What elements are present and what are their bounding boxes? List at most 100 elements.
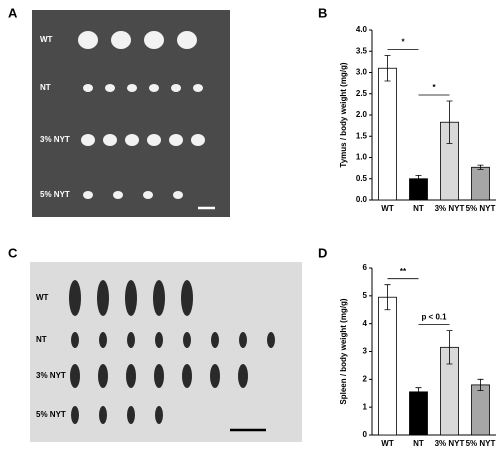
spleen-sample <box>127 332 135 348</box>
thymus-sample <box>78 31 98 49</box>
spleen-sample <box>155 406 163 424</box>
panel-label: C <box>8 245 18 260</box>
spleen-sample <box>153 280 165 316</box>
spleen-sample <box>71 406 79 424</box>
spleen-sample <box>70 364 80 388</box>
spleen-sample <box>97 280 109 316</box>
thymus-sample <box>147 134 161 146</box>
x-tick-label: 3% NYT <box>435 439 465 448</box>
thymus-sample <box>105 84 115 92</box>
bar <box>378 296 397 436</box>
spleen-sample <box>127 406 135 424</box>
error-bar <box>446 330 453 365</box>
y-tick-label: 2 <box>363 374 368 383</box>
spleen-sample <box>181 280 193 316</box>
panel-label: A <box>8 5 18 20</box>
significance-label: p < 0.1 <box>421 313 447 322</box>
row-label: 5% NYT <box>36 410 66 419</box>
spleen-sample <box>267 332 275 348</box>
spleen-sample <box>99 406 107 424</box>
spleen-sample <box>155 332 163 348</box>
error-bar <box>384 284 391 311</box>
x-tick-label: WT <box>381 439 394 448</box>
spleen-sample <box>98 364 108 388</box>
thymus-sample <box>83 191 93 199</box>
thymus-sample <box>144 31 164 49</box>
thymus-sample <box>81 134 95 146</box>
y-tick-label: 1.0 <box>356 153 368 162</box>
spleen-sample <box>239 332 247 348</box>
y-tick-label: 2.5 <box>356 89 368 98</box>
significance-label: ** <box>400 267 407 276</box>
y-tick-label: 0.5 <box>356 174 368 183</box>
x-tick-label: WT <box>381 204 394 213</box>
error-bar <box>477 164 484 170</box>
y-tick-label: 0 <box>363 430 368 439</box>
spleen-sample <box>183 332 191 348</box>
thymus-sample <box>191 134 205 146</box>
y-tick-label: 3 <box>363 347 368 356</box>
spleen-sample <box>238 364 248 388</box>
error-bar <box>384 55 391 82</box>
spleen-sample <box>154 364 164 388</box>
thymus-sample <box>177 31 197 49</box>
bar <box>409 391 428 436</box>
y-tick-label: 1.5 <box>356 131 368 140</box>
spleen-sample <box>210 364 220 388</box>
spleen-sample <box>125 280 137 316</box>
bar <box>378 67 397 201</box>
row-label: 3% NYT <box>40 135 70 144</box>
x-tick-label: NT <box>413 204 424 213</box>
panel-label: B <box>318 5 327 20</box>
y-tick-label: 5 <box>363 291 368 300</box>
thymus-sample <box>169 134 183 146</box>
x-tick-label: 5% NYT <box>466 439 496 448</box>
thymus-sample <box>173 191 183 199</box>
spleen-sample <box>182 364 192 388</box>
bar <box>471 384 490 436</box>
row-label: WT <box>36 293 49 302</box>
spleen-sample <box>71 332 79 348</box>
x-tick-label: 3% NYT <box>435 204 465 213</box>
error-bar <box>477 378 484 391</box>
y-tick-label: 1 <box>363 402 368 411</box>
thymus-sample <box>143 191 153 199</box>
thymus-sample <box>127 84 137 92</box>
spleen-sample <box>126 364 136 388</box>
thymus-sample <box>113 191 123 199</box>
y-tick-label: 4 <box>363 319 368 328</box>
thymus-sample <box>125 134 139 146</box>
error-bar <box>446 100 453 144</box>
thymus-sample <box>83 84 93 92</box>
thymus-sample <box>103 134 117 146</box>
error-bar <box>415 387 422 397</box>
spleen-sample <box>69 280 81 316</box>
row-label: NT <box>40 83 51 92</box>
y-tick-label: 2.0 <box>356 110 368 119</box>
y-tick-label: 3.5 <box>356 46 368 55</box>
row-label: 3% NYT <box>36 371 66 380</box>
bar <box>471 166 490 201</box>
thymus-sample <box>171 84 181 92</box>
significance-label: * <box>401 38 405 47</box>
thymus-sample <box>149 84 159 92</box>
row-label: NT <box>36 335 47 344</box>
error-bar <box>415 174 422 183</box>
y-tick-label: 0.0 <box>356 195 368 204</box>
y-tick-label: 4.0 <box>356 25 368 34</box>
significance-label: * <box>432 83 436 92</box>
y-axis-label: Tymus / body weight (mg/g) <box>339 62 348 168</box>
x-tick-label: NT <box>413 439 424 448</box>
thymus-sample <box>193 84 203 92</box>
x-tick-label: 5% NYT <box>466 204 496 213</box>
y-axis-label: Spleen / body weight (mg/g) <box>339 298 348 405</box>
thymus-sample <box>111 31 131 49</box>
row-label: WT <box>40 35 53 44</box>
spleen-sample <box>211 332 219 348</box>
y-tick-label: 3.0 <box>356 68 368 77</box>
row-label: 5% NYT <box>40 190 70 199</box>
spleen-sample <box>99 332 107 348</box>
photo-thymus <box>32 10 230 217</box>
y-tick-label: 6 <box>363 263 368 272</box>
